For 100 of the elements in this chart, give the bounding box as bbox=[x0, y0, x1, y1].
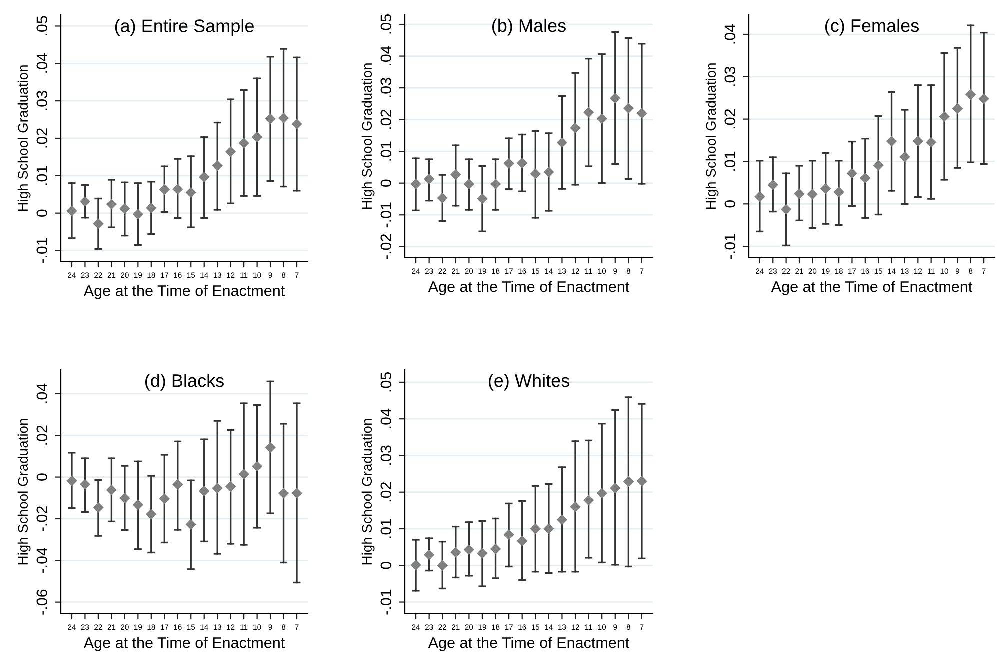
point bbox=[106, 484, 118, 496]
point bbox=[807, 189, 818, 200]
point bbox=[198, 486, 210, 497]
point bbox=[464, 178, 475, 190]
point bbox=[860, 172, 871, 184]
y-tick-label: -.01 bbox=[380, 202, 392, 228]
point bbox=[516, 536, 528, 546]
point bbox=[146, 509, 157, 520]
point bbox=[530, 524, 542, 534]
point bbox=[252, 461, 263, 472]
point bbox=[965, 89, 976, 100]
chart-title: (a) Entire Sample bbox=[115, 19, 254, 36]
point bbox=[410, 178, 422, 190]
y-tick-label: .04 bbox=[380, 46, 392, 66]
y-tick-label: .05 bbox=[380, 14, 392, 34]
y-tick-label: .01 bbox=[380, 142, 392, 161]
point bbox=[80, 196, 91, 208]
y-tick-label: -.02 bbox=[36, 506, 48, 532]
y-tick-label: .02 bbox=[36, 128, 48, 148]
point bbox=[596, 113, 608, 124]
point bbox=[66, 206, 78, 216]
point bbox=[437, 192, 448, 204]
y-tick-label: .03 bbox=[380, 78, 392, 98]
point bbox=[636, 476, 648, 487]
x-axis-title: Age at the Time of Enactment bbox=[84, 637, 286, 652]
y-tick-label: -.01 bbox=[36, 238, 48, 264]
y-tick-label: .02 bbox=[380, 110, 392, 130]
point bbox=[583, 495, 594, 506]
point bbox=[292, 488, 302, 499]
point bbox=[212, 482, 223, 494]
y-tick-label: .03 bbox=[380, 446, 392, 465]
y-tick-label: 0 bbox=[380, 180, 392, 188]
point bbox=[225, 146, 236, 158]
point bbox=[225, 482, 236, 492]
point bbox=[636, 108, 648, 119]
y-tick-label: -.06 bbox=[36, 590, 48, 615]
point bbox=[238, 469, 250, 480]
y-tick-label: .04 bbox=[724, 24, 736, 44]
point bbox=[172, 184, 184, 195]
point bbox=[252, 132, 263, 143]
point bbox=[939, 111, 950, 122]
point bbox=[186, 519, 196, 530]
point bbox=[623, 103, 634, 114]
y-tick-label: .04 bbox=[36, 53, 48, 73]
y-tick-label: .02 bbox=[36, 426, 48, 445]
point bbox=[424, 550, 435, 560]
point bbox=[106, 198, 118, 210]
point bbox=[768, 180, 779, 190]
point bbox=[820, 183, 832, 194]
point bbox=[198, 172, 210, 183]
chart-title: (d) Blacks bbox=[145, 374, 224, 391]
x-axis-title: Age at the Time of Enactment bbox=[771, 281, 973, 296]
y-tick-label: 0 bbox=[36, 474, 48, 481]
point bbox=[424, 174, 435, 185]
y-axis-title: High School Graduation bbox=[706, 64, 719, 210]
point bbox=[556, 137, 568, 148]
point bbox=[886, 136, 898, 147]
point bbox=[278, 112, 290, 124]
y-tick-label: .02 bbox=[380, 482, 392, 502]
point bbox=[610, 93, 621, 104]
y-tick-label: -.04 bbox=[36, 548, 48, 574]
y-axis-title: High School Graduation bbox=[362, 64, 375, 210]
point bbox=[450, 547, 462, 558]
point bbox=[410, 560, 422, 571]
point bbox=[544, 524, 554, 534]
y-axis-title: High School Graduation bbox=[362, 419, 375, 565]
point bbox=[780, 204, 792, 216]
chart-title: (c) Females bbox=[825, 18, 920, 36]
y-tick-label: -.01 bbox=[724, 234, 736, 260]
y-axis-title: High School Graduation bbox=[18, 419, 31, 565]
point bbox=[556, 514, 568, 526]
y-axis-title: High School Graduation bbox=[18, 66, 31, 212]
y-tick-label: -.01 bbox=[380, 590, 392, 615]
point bbox=[172, 479, 184, 490]
point bbox=[490, 544, 502, 555]
point bbox=[623, 476, 634, 488]
point bbox=[477, 548, 488, 559]
point bbox=[952, 103, 964, 114]
x-axis-title: Age at the Time of Enactment bbox=[84, 285, 286, 300]
point bbox=[450, 169, 462, 180]
chart-title: (e) Whites bbox=[488, 374, 570, 391]
point bbox=[610, 482, 621, 494]
point bbox=[132, 500, 144, 510]
point bbox=[132, 209, 144, 220]
point bbox=[504, 529, 514, 540]
point bbox=[978, 94, 990, 104]
point bbox=[464, 544, 475, 556]
y-tick-label: .01 bbox=[724, 152, 736, 171]
point bbox=[477, 194, 488, 204]
point bbox=[570, 502, 581, 512]
point bbox=[265, 114, 276, 124]
y-tick-label: .01 bbox=[36, 166, 48, 186]
point bbox=[926, 137, 937, 148]
y-tick-label: .03 bbox=[36, 91, 48, 110]
point bbox=[437, 560, 448, 572]
point bbox=[834, 186, 844, 198]
point bbox=[912, 136, 924, 147]
point bbox=[754, 192, 766, 202]
y-tick-label: .04 bbox=[36, 384, 48, 404]
point bbox=[278, 488, 290, 499]
